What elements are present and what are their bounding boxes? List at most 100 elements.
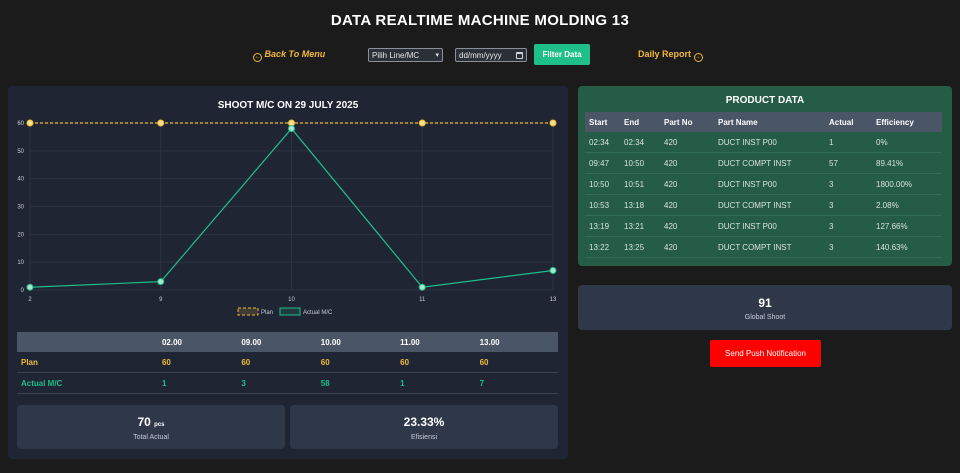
toolbar: ← Back To Menu Pilih Line/MC ▾ dd/mm/yyy… [0, 44, 960, 66]
arrow-right-circle-icon: → [693, 53, 703, 62]
x-tick-label: 10 [288, 297, 295, 303]
product-header-end: End [624, 117, 640, 127]
back-to-menu-label: Back To Menu [264, 49, 326, 59]
filter-data-button[interactable]: Filter Data [534, 44, 590, 65]
product-header-part-name: Part Name [718, 117, 758, 127]
product-cell-part-name: DUCT COMPT INST [718, 200, 792, 210]
product-cell-actual: 3 [829, 200, 834, 210]
summary-table-header: 02.00 09.00 10.00 11.00 13.00 [17, 332, 558, 352]
summary-header-cell: 10.00 [320, 337, 341, 347]
data-point-actual [549, 267, 557, 275]
send-push-notification-button[interactable]: Send Push Notification [710, 340, 821, 367]
product-cell-part-name: DUCT INST P00 [718, 179, 777, 189]
y-tick-label: 20 [17, 232, 24, 238]
summary-cell: 58 [320, 378, 330, 388]
chart-title: SHOOT M/C ON 29 JULY 2025 [217, 100, 359, 111]
summary-header-cell: 11.00 [400, 337, 420, 347]
shoot-line-chart: 0 10 20 30 40 50 60 2 9 10 11 13 Plan Actual M/C [17, 119, 557, 316]
date-input[interactable]: dd/mm/yyyy [455, 48, 527, 62]
product-data-table: Start End Part No Part Name Actual Effic… [585, 112, 942, 258]
calendar-icon[interactable] [516, 51, 523, 59]
product-cell-actual: 3 [829, 242, 834, 252]
y-tick-label: 60 [17, 121, 24, 127]
date-input-placeholder: dd/mm/yyyy [459, 50, 502, 60]
product-table-row: 13:22 13:25 420 DUCT COMPT INST 3 140.63% [585, 237, 942, 258]
product-cell-actual: 1 [829, 137, 834, 147]
y-tick-label: 30 [17, 205, 24, 211]
summary-row-label: Actual M/C [21, 378, 63, 388]
summary-row-plan: Plan 60 60 60 60 60 [17, 352, 558, 373]
product-cell-part-name: DUCT INST P00 [718, 137, 777, 147]
product-cell-part-no: 420 [664, 179, 678, 189]
data-point-actual [418, 283, 426, 291]
shoot-summary-table: 02.00 09.00 10.00 11.00 13.00 Plan 60 60… [17, 332, 558, 394]
summary-row-label: Plan [21, 357, 38, 367]
summary-cell: 60 [161, 357, 171, 367]
x-tick-label: 2 [28, 297, 32, 303]
product-cell-part-no: 420 [664, 242, 678, 252]
summary-cell: 60 [320, 357, 330, 367]
summary-header-cell: 02.00 [161, 337, 182, 347]
summary-header-cell: 09.00 [241, 337, 262, 347]
global-shoot-value: 91 [758, 296, 772, 310]
product-cell-part-no: 420 [664, 158, 678, 168]
global-shoot-card: 91 Global Shoot [578, 285, 952, 330]
legend-swatch-plan [237, 307, 259, 316]
product-table-row: 10:50 10:51 420 DUCT INST P00 3 1800.00% [585, 174, 942, 195]
data-point-plan [157, 119, 165, 127]
line-mc-select-value: Pilih Line/MC [372, 50, 420, 60]
x-tick-label: 9 [159, 297, 163, 303]
total-actual-value: 70 [137, 415, 151, 429]
legend-swatch-actual [279, 307, 301, 316]
efisiensi-label: Efisiensi [410, 434, 438, 441]
product-cell-part-name: DUCT COMPT INST [718, 158, 792, 168]
daily-report-link[interactable]: Daily Report → [638, 49, 703, 62]
product-cell-end: 10:51 [624, 179, 645, 189]
product-cell-efficiency: 2.08% [876, 200, 899, 210]
total-actual-label: Total Actual [133, 434, 169, 441]
product-cell-actual: 57 [829, 158, 838, 168]
page-title: DATA REALTIME MACHINE MOLDING 13 [330, 12, 630, 29]
summary-row-actual: Actual M/C 1 3 58 1 7 [17, 373, 558, 394]
product-data-title: PRODUCT DATA [725, 95, 805, 106]
product-cell-end: 02:34 [624, 137, 645, 147]
data-point-actual [288, 125, 295, 133]
product-table-row: 09:47 10:50 420 DUCT COMPT INST 57 89.41% [585, 153, 942, 174]
data-point-plan [549, 119, 557, 127]
efisiensi-value: 23.33% [403, 415, 445, 429]
product-cell-efficiency: 1800.00% [876, 179, 913, 189]
summary-cell: 1 [400, 378, 405, 388]
product-cell-start: 13:22 [589, 242, 610, 252]
product-cell-actual: 3 [829, 179, 834, 189]
product-cell-efficiency: 0% [876, 137, 888, 147]
product-cell-part-no: 420 [664, 200, 678, 210]
summary-cell: 1 [161, 378, 167, 388]
x-tick-label: 13 [550, 297, 557, 303]
arrow-left-circle-icon: ← [253, 53, 262, 62]
product-cell-part-no: 420 [664, 221, 678, 231]
chevron-down-icon: ▾ [435, 52, 439, 59]
product-cell-start: 02:34 [589, 137, 610, 147]
legend-label-actual: Actual M/C [303, 310, 333, 316]
product-table-row: 13:19 13:21 420 DUCT INST P00 3 127.66% [585, 216, 942, 237]
summary-cell: 60 [241, 357, 251, 367]
y-tick-label: 0 [21, 288, 25, 294]
y-tick-label: 10 [17, 260, 24, 266]
back-to-menu-link[interactable]: ← Back To Menu [253, 49, 325, 62]
product-cell-end: 13:25 [624, 242, 645, 252]
data-point-plan [26, 119, 34, 127]
product-cell-start: 09:47 [589, 158, 610, 168]
product-cell-start: 10:53 [589, 200, 610, 210]
summary-cell: 60 [400, 357, 410, 367]
product-cell-part-name: DUCT INST P00 [718, 221, 777, 231]
product-cell-part-name: DUCT COMPT INST [718, 242, 792, 252]
product-header-part-no: Part No [664, 117, 693, 127]
summary-cell: 3 [241, 378, 246, 388]
product-header-actual: Actual [829, 117, 854, 127]
product-cell-actual: 3 [829, 221, 834, 231]
summary-cell: 7 [479, 378, 485, 388]
line-mc-select[interactable]: Pilih Line/MC ▾ [368, 48, 443, 62]
product-cell-efficiency: 89.41% [876, 158, 904, 168]
x-tick-label: 11 [419, 297, 426, 303]
machine-chart-panel: SHOOT M/C ON 29 JULY 2025 0 10 20 30 40 50 60 2… [8, 86, 568, 459]
